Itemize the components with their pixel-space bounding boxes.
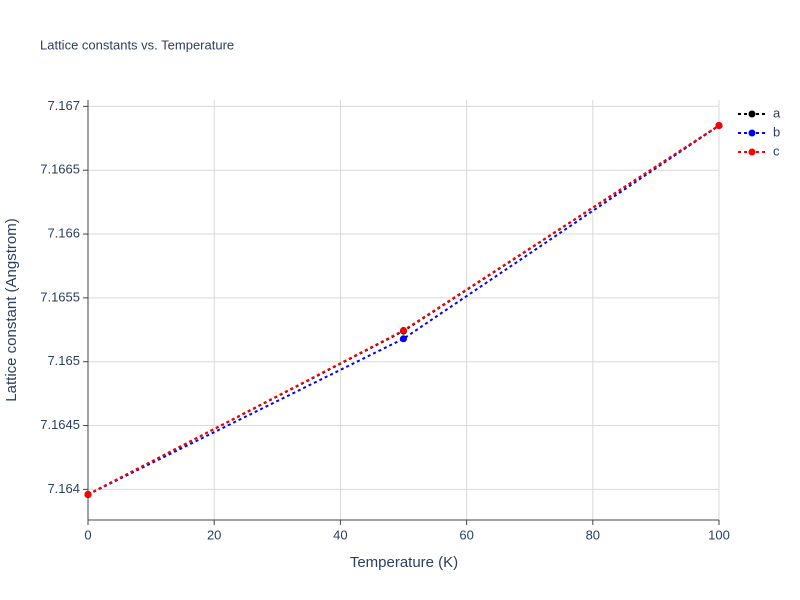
y-tick-label: 7.165 [47,353,80,368]
y-tick-label: 7.166 [47,225,80,240]
legend-marker [748,148,756,156]
x-axis-label: Temperature (K) [350,554,458,571]
y-axis-label: Lattice constant (Angstrom) [3,218,20,401]
series-line [87,124,720,496]
series-line [87,124,720,496]
x-tick-label: 0 [84,527,91,542]
y-tick-label: 7.1645 [40,417,80,432]
x-tick-label: 40 [333,527,347,542]
legend-label: a [773,105,781,120]
y-tick-label: 7.164 [47,481,80,496]
legend-label: b [773,124,780,139]
chart-title: Lattice constants vs. Temperature [40,37,234,52]
x-tick-label: 80 [586,527,600,542]
x-tick-label: 20 [207,527,221,542]
y-tick-label: 7.1655 [40,289,80,304]
legend-marker [748,110,756,118]
y-tick-label: 7.167 [47,98,80,113]
legend-marker [748,129,756,137]
x-tick-label: 100 [708,527,730,542]
x-tick-label: 60 [459,527,473,542]
data-point [715,122,723,130]
y-tick-label: 7.1665 [40,162,80,177]
legend-label: c [773,143,780,158]
data-point [400,335,407,343]
data-point [400,326,407,334]
data-point [84,490,92,498]
series-line [87,124,720,496]
